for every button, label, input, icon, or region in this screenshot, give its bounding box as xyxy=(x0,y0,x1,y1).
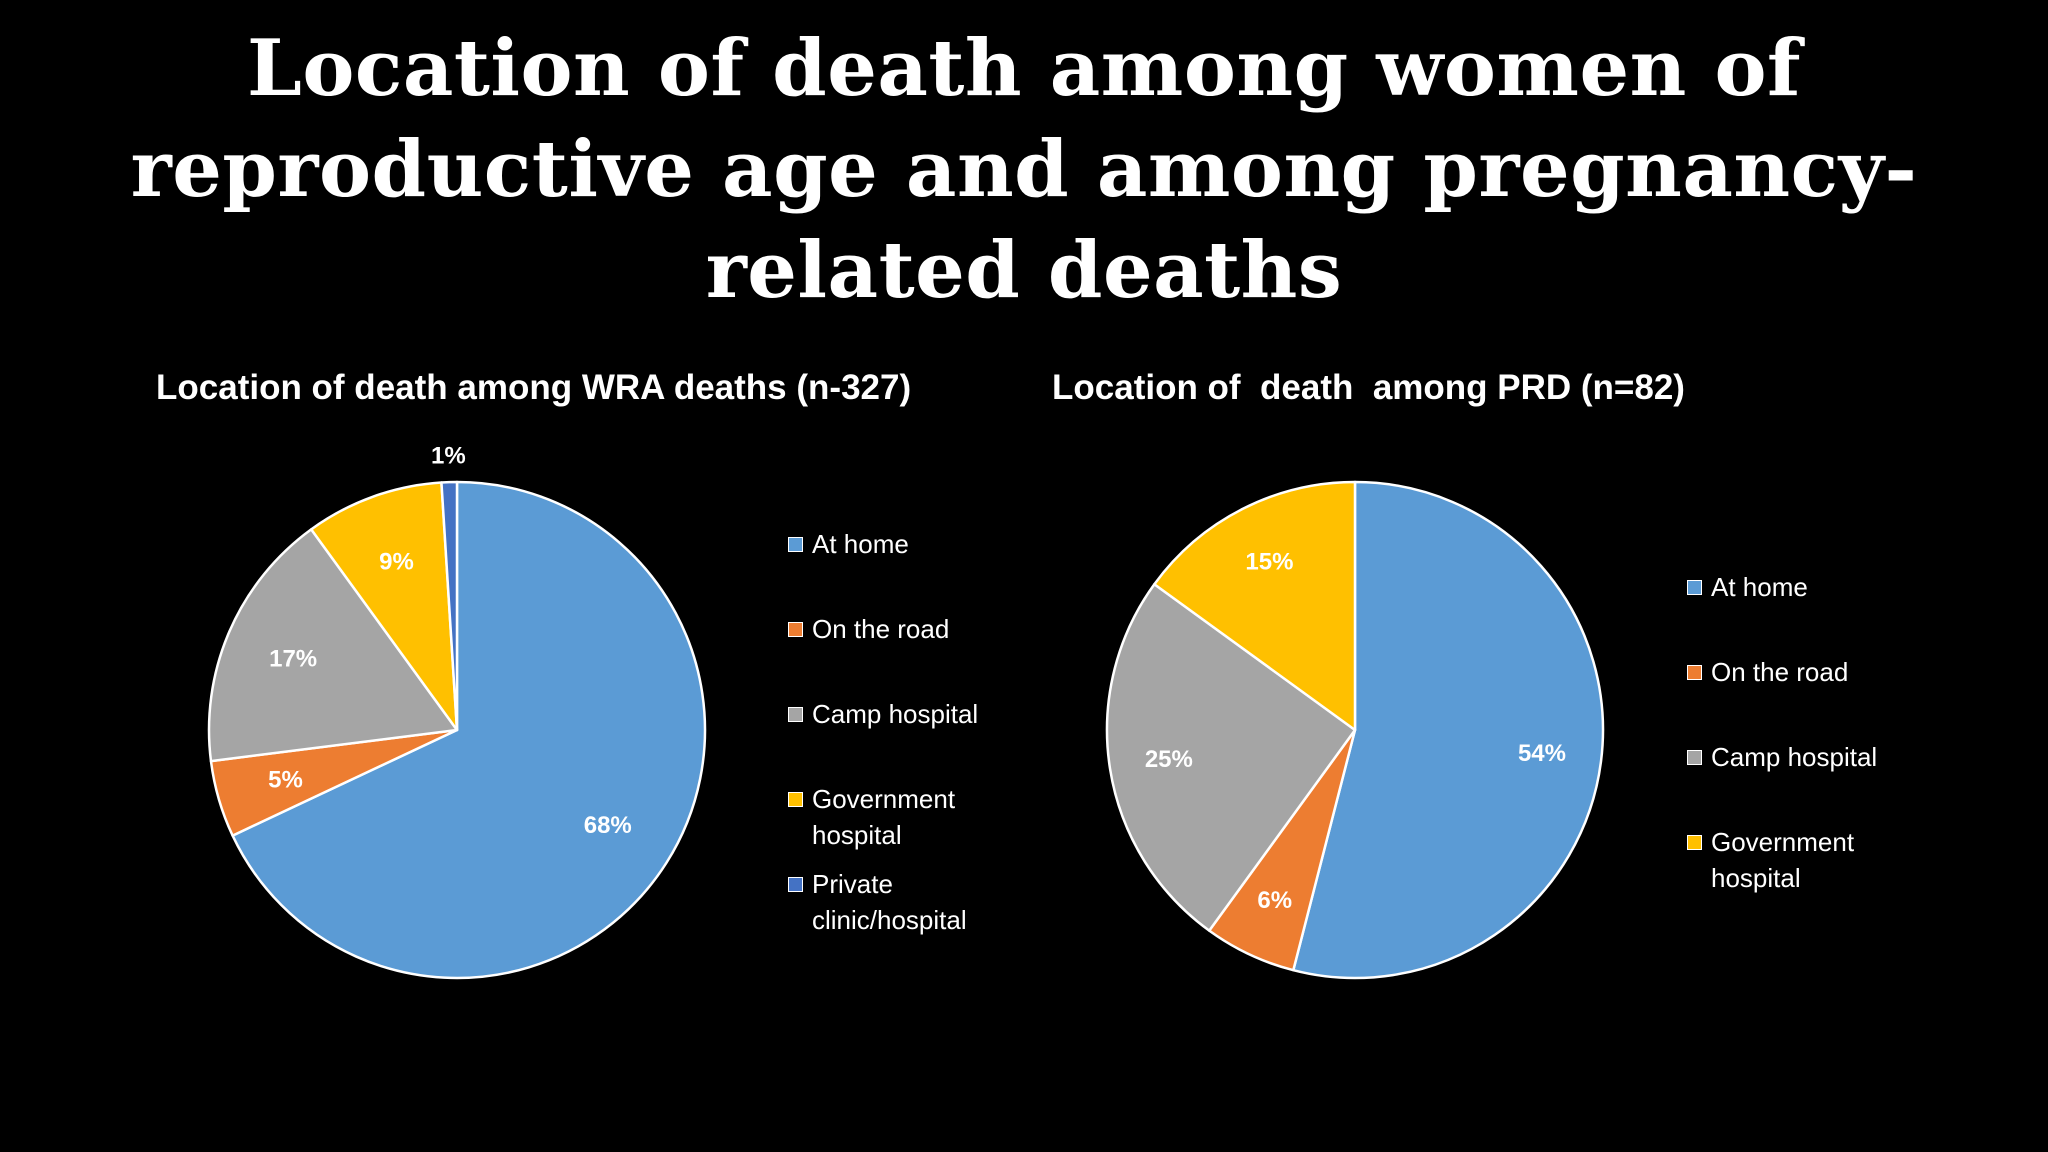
pie-slice-private-clinic-hospital xyxy=(440,480,459,732)
pie-slice-camp-hospital xyxy=(1105,582,1357,932)
pie-slice-camp-hospital xyxy=(207,528,459,763)
legend-swatch xyxy=(788,622,803,637)
legend-item-camp-hospital: Camp hospital xyxy=(788,696,1018,732)
data-label-private-clinic-hospital: 1% xyxy=(431,443,466,470)
prd-pie-chart: 54% 6% 25% 15% xyxy=(1105,480,1605,980)
legend-label: On the road xyxy=(812,614,950,644)
data-label-government-hospital: 15% xyxy=(1245,549,1293,576)
legend-item-at-home: At home xyxy=(1687,569,1917,605)
legend-swatch xyxy=(1687,665,1702,680)
data-label-government-hospital: 9% xyxy=(379,549,414,576)
pie-slice-government-hospital xyxy=(1153,480,1357,732)
wra-chart-panel: Location of death among WRA deaths (n-32… xyxy=(156,355,1056,1115)
legend-item-camp-hospital: Camp hospital xyxy=(1687,739,1917,775)
pie-slice-at-home xyxy=(231,480,707,980)
legend-label: Camp hospital xyxy=(812,699,979,729)
pie-slice-at-home xyxy=(1292,480,1605,980)
legend-item-private-clinic-hospital: Private clinic/hospital xyxy=(788,866,1018,938)
data-label-on-the-road: 6% xyxy=(1257,887,1292,914)
data-label-camp-hospital: 25% xyxy=(1145,746,1193,773)
data-label-camp-hospital: 17% xyxy=(269,646,317,673)
legend-swatch xyxy=(788,792,803,807)
legend-label: Government hospital xyxy=(812,784,956,850)
slide-title-line: Location of death among women of xyxy=(246,23,1802,114)
data-label-at-home: 54% xyxy=(1518,740,1566,767)
legend-label: Private clinic/hospital xyxy=(812,869,967,935)
legend-item-on-the-road: On the road xyxy=(1687,654,1917,690)
slide-title: Location of death among women of reprodu… xyxy=(0,18,2048,321)
wra-pie-chart: 68% 5% 17% 9% 1% xyxy=(207,443,707,980)
legend-item-government-hospital: Government hospital xyxy=(1687,824,1917,896)
data-label-at-home: 68% xyxy=(584,812,632,839)
legend-label: At home xyxy=(812,529,909,559)
legend-label: Camp hospital xyxy=(1711,742,1878,772)
slide-title-line: reproductive age and among pregnancy- xyxy=(130,124,1918,215)
legend-item-at-home: At home xyxy=(788,526,1018,562)
legend-swatch xyxy=(1687,835,1702,850)
legend-swatch xyxy=(788,707,803,722)
legend-label: On the road xyxy=(1711,657,1849,687)
legend-swatch xyxy=(1687,580,1702,595)
legend-item-government-hospital: Government hospital xyxy=(788,781,1018,853)
legend-swatch xyxy=(788,877,803,892)
slide-title-line: related deaths xyxy=(705,225,1343,316)
legend-label: Government hospital xyxy=(1711,827,1855,893)
data-label-on-the-road: 5% xyxy=(268,766,303,793)
legend-swatch xyxy=(1687,750,1702,765)
prd-chart-title: Location of death among PRD (n=82) xyxy=(1052,368,1685,407)
prd-chart-panel: Location of death among PRD (n=82) 54% 6%… xyxy=(1052,355,1952,1115)
legend-label: At home xyxy=(1711,572,1808,602)
legend-item-on-the-road: On the road xyxy=(788,611,1018,647)
wra-chart-title: Location of death among WRA deaths (n-32… xyxy=(156,368,912,407)
pie-slice-government-hospital xyxy=(309,481,459,732)
legend-swatch xyxy=(788,537,803,552)
